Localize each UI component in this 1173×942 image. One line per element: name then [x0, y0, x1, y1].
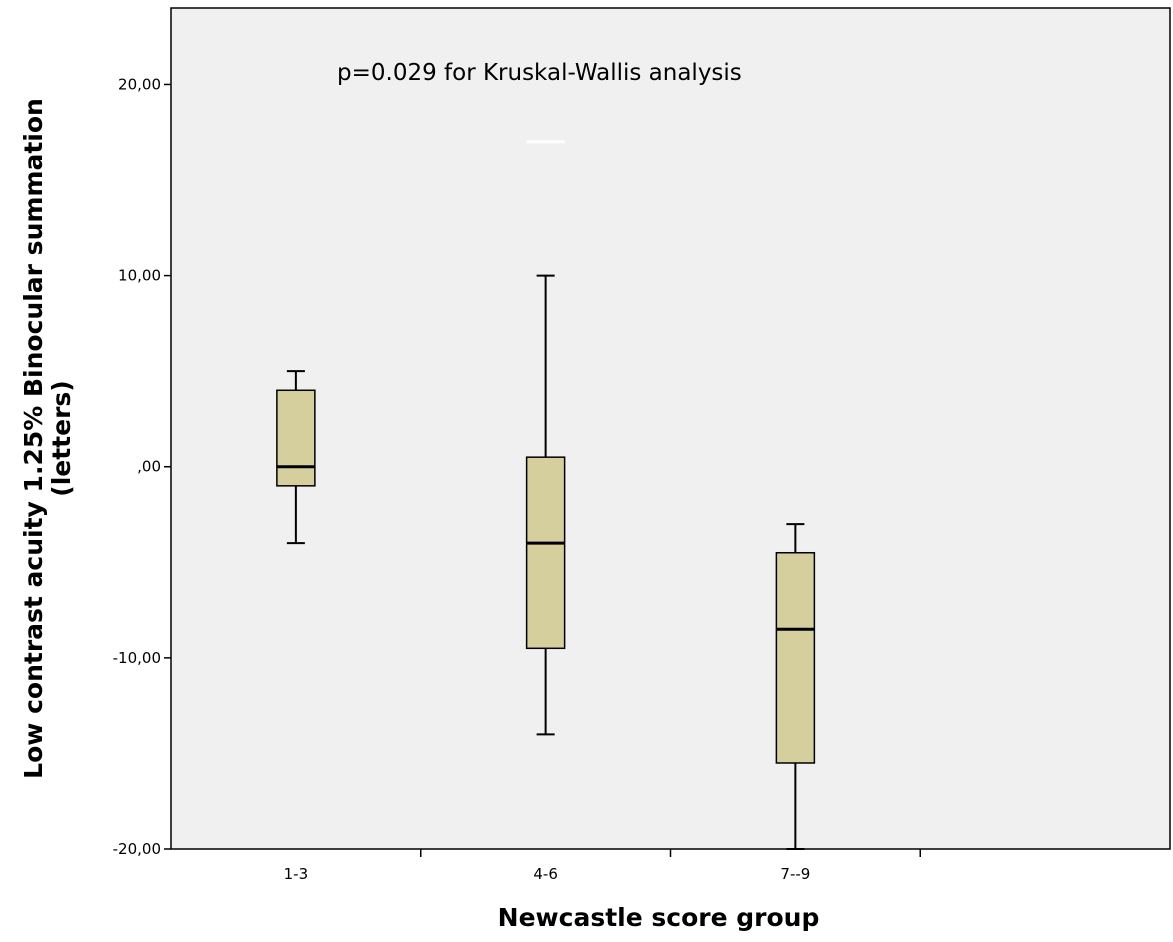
- x-tick-label: 7--9: [780, 865, 810, 883]
- y-axis-title-line-1: Low contrast acuity 1.25% Binocular summ…: [19, 98, 48, 779]
- x-tick-label: 1-3: [284, 865, 309, 883]
- y-axis-title-line-2: (letters): [47, 380, 76, 496]
- x-tick-label: 4-6: [533, 865, 558, 883]
- y-tick-label: 10,00: [118, 267, 161, 285]
- iqr-box: [525, 456, 566, 650]
- chart-annotation: p=0.029 for Kruskal-Wallis analysis: [337, 60, 742, 86]
- iqr-box: [276, 389, 316, 487]
- box-4-6: [525, 274, 566, 736]
- y-tick-label: ,00: [137, 458, 161, 476]
- y-tick-label: -10,00: [113, 649, 161, 667]
- box-7--9: [775, 523, 816, 850]
- y-axis: 20,00 10,00 ,00 -10,00 -20,00: [113, 75, 171, 858]
- iqr-box: [775, 551, 816, 764]
- x-axis-title: Newcastle score group: [498, 903, 820, 932]
- x-axis: 1-3 4-6 7--9: [284, 849, 921, 883]
- box-series: [276, 274, 816, 850]
- y-tick-label: 20,00: [118, 75, 161, 93]
- plot-area: [170, 7, 1171, 850]
- y-tick-label: -20,00: [113, 840, 161, 858]
- box-1-3: [276, 370, 316, 545]
